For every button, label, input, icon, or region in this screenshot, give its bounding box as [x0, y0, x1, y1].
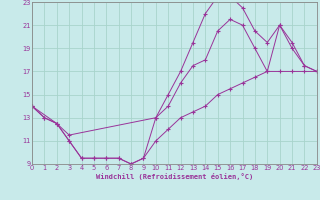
X-axis label: Windchill (Refroidissement éolien,°C): Windchill (Refroidissement éolien,°C): [96, 173, 253, 180]
